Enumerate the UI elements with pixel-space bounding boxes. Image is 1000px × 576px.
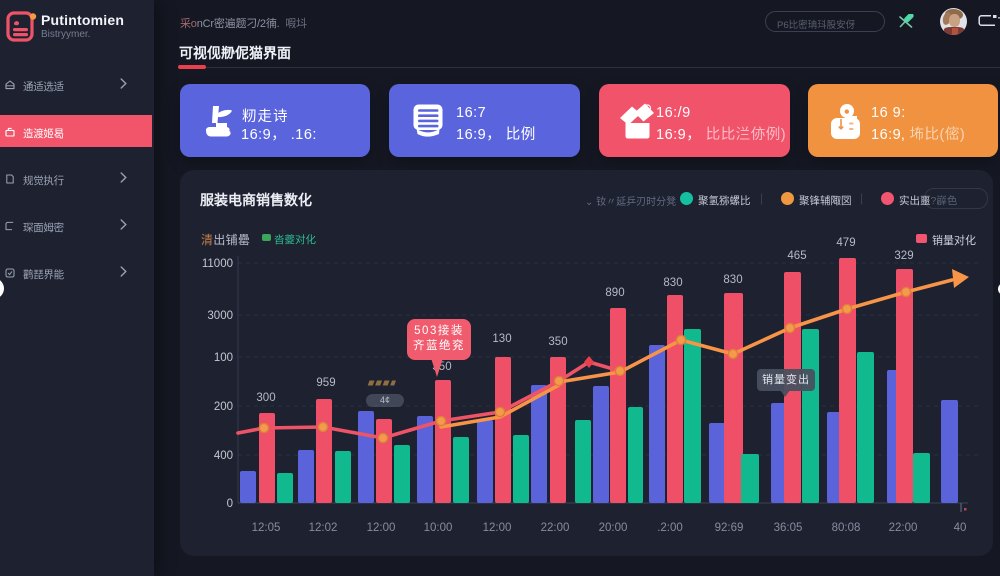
svg-text:10:00: 10:00 [424,522,453,534]
svg-text:20:00: 20:00 [599,522,628,534]
svg-text:80:08: 80:08 [832,522,861,534]
svg-text:11000: 11000 [202,258,233,270]
svg-text:830: 830 [663,277,682,289]
svg-text:479: 479 [836,237,855,249]
svg-text:40: 40 [954,522,967,534]
svg-text:12:05: 12:05 [252,522,281,534]
svg-text:200: 200 [214,401,233,413]
svg-text:22:00: 22:00 [889,522,918,534]
svg-text:830: 830 [723,274,742,286]
svg-text:92:69: 92:69 [715,522,744,534]
svg-text:890: 890 [605,287,624,299]
svg-text:350: 350 [548,336,567,348]
svg-text:.2:00: .2:00 [657,522,683,534]
svg-text:959: 959 [316,377,335,389]
svg-text:100: 100 [214,352,233,364]
svg-text:400: 400 [214,450,233,462]
svg-text:465: 465 [787,250,806,262]
svg-text:3000: 3000 [207,310,233,322]
svg-text:22:00: 22:00 [541,522,570,534]
svg-text:12:00: 12:00 [483,522,512,534]
svg-text:0: 0 [227,498,233,510]
svg-text:329: 329 [894,250,913,262]
svg-text:300: 300 [256,392,275,404]
svg-text:12:00: 12:00 [367,522,396,534]
svg-text:36:05: 36:05 [774,522,803,534]
svg-text:12:02: 12:02 [309,522,338,534]
svg-text:130: 130 [492,333,511,345]
